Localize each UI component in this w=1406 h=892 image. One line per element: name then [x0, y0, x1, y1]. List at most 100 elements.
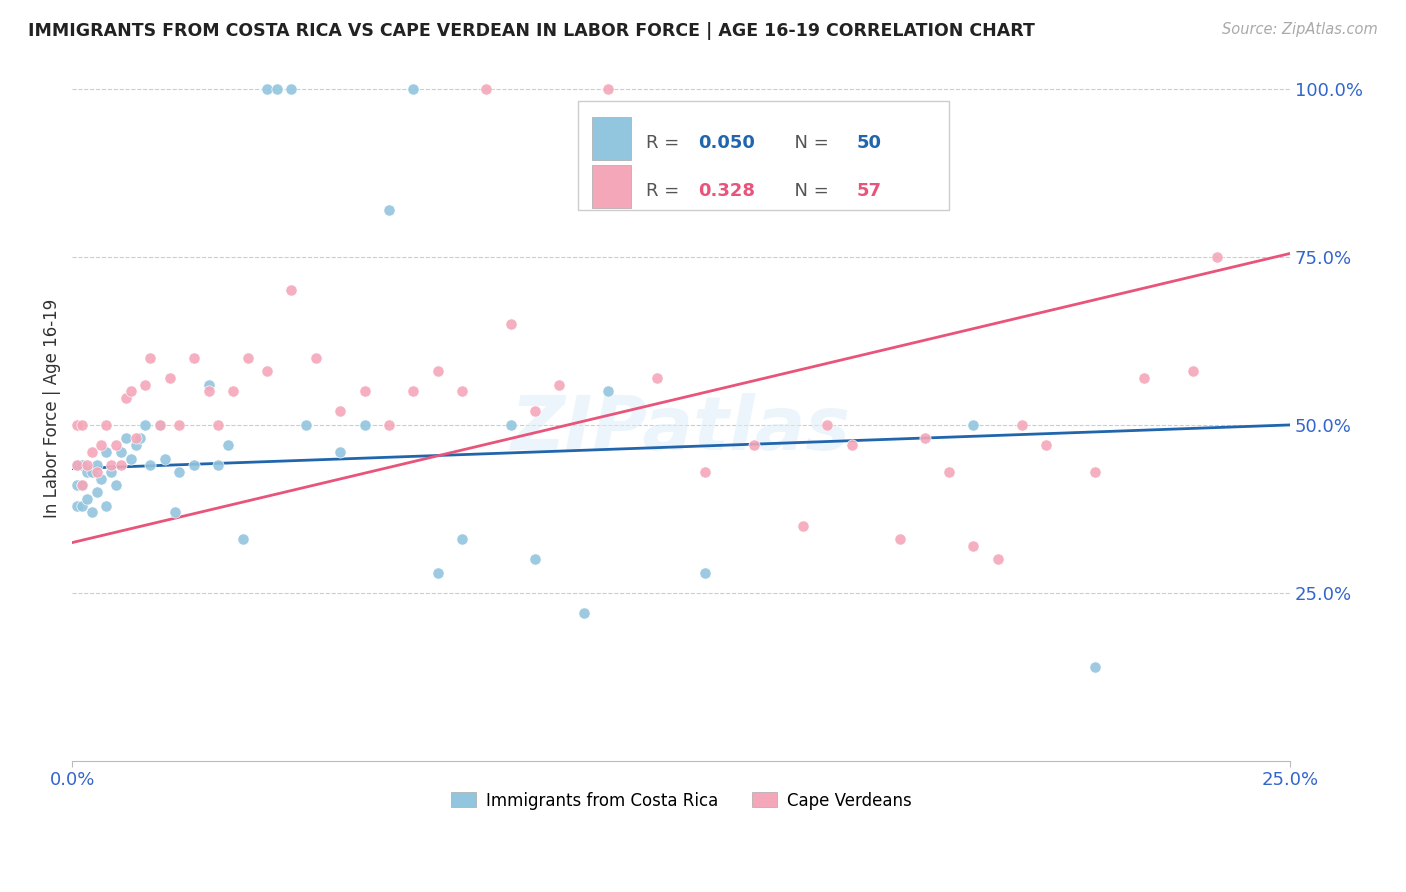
Point [426, 364, 449, 378]
Point [96, 445, 118, 459]
Point [105, 438, 128, 452]
Point [280, 284, 302, 298]
Point [232, 532, 254, 546]
Point [70, 478, 93, 492]
Point [183, 458, 205, 473]
Text: N =: N = [783, 134, 835, 152]
Point [80, 465, 103, 479]
Point [90, 438, 112, 452]
Point [120, 451, 142, 466]
Point [475, 82, 498, 96]
Point [329, 404, 352, 418]
Point [524, 552, 547, 566]
Point [938, 465, 960, 479]
Point [742, 438, 765, 452]
Point [76, 458, 98, 473]
Point [110, 458, 132, 473]
Point [70, 458, 93, 473]
Point [1084, 660, 1107, 674]
Point [207, 417, 229, 432]
Point [90, 472, 112, 486]
Point [86, 458, 108, 473]
Point [378, 202, 401, 217]
Point [70, 417, 93, 432]
Point [124, 438, 146, 452]
Point [1133, 371, 1156, 385]
Point [426, 566, 449, 580]
Text: ZIPatlas: ZIPatlas [512, 392, 851, 466]
Point [1035, 438, 1057, 452]
Point [169, 465, 191, 479]
Point [76, 465, 98, 479]
Point [114, 431, 136, 445]
Point [86, 485, 108, 500]
Point [1181, 364, 1204, 378]
Point [815, 417, 838, 432]
Point [96, 417, 118, 432]
Point [499, 317, 522, 331]
Point [256, 82, 278, 96]
Point [841, 438, 863, 452]
Point [524, 404, 547, 418]
Text: 0.050: 0.050 [699, 134, 755, 152]
Point [889, 532, 911, 546]
Point [353, 417, 375, 432]
Point [66, 499, 89, 513]
Point [1084, 465, 1107, 479]
Point [149, 417, 172, 432]
Point [153, 451, 176, 466]
Point [914, 431, 936, 445]
Point [572, 606, 595, 620]
Point [80, 505, 103, 519]
Point [962, 539, 984, 553]
Point [76, 491, 98, 506]
Text: R =: R = [645, 182, 685, 200]
Point [792, 518, 814, 533]
Text: Source: ZipAtlas.com: Source: ZipAtlas.com [1222, 22, 1378, 37]
Point [280, 82, 302, 96]
Point [402, 82, 425, 96]
Point [139, 458, 162, 473]
Point [163, 505, 186, 519]
Point [134, 377, 156, 392]
Point [66, 417, 89, 432]
Point [100, 465, 122, 479]
Point [548, 377, 571, 392]
Text: 0.328: 0.328 [699, 182, 755, 200]
Point [645, 371, 668, 385]
Point [96, 499, 118, 513]
Point [169, 417, 191, 432]
Point [110, 445, 132, 459]
Point [695, 465, 717, 479]
Point [139, 351, 162, 365]
Point [266, 82, 288, 96]
Legend: Immigrants from Costa Rica, Cape Verdeans: Immigrants from Costa Rica, Cape Verdean… [444, 785, 918, 816]
Point [236, 351, 259, 365]
Text: IMMIGRANTS FROM COSTA RICA VS CAPE VERDEAN IN LABOR FORCE | AGE 16-19 CORRELATIO: IMMIGRANTS FROM COSTA RICA VS CAPE VERDE… [28, 22, 1035, 40]
Text: R =: R = [645, 134, 685, 152]
Text: 57: 57 [856, 182, 882, 200]
Point [120, 384, 142, 399]
Point [1011, 417, 1033, 432]
Point [987, 552, 1010, 566]
Point [100, 458, 122, 473]
Point [596, 82, 619, 96]
Point [305, 351, 328, 365]
Point [134, 417, 156, 432]
Point [256, 364, 278, 378]
Text: 50: 50 [856, 134, 882, 152]
Point [402, 384, 425, 399]
Point [114, 391, 136, 405]
Point [183, 351, 205, 365]
Point [66, 458, 89, 473]
Point [207, 458, 229, 473]
Point [217, 438, 239, 452]
Point [149, 417, 172, 432]
Point [499, 417, 522, 432]
Point [197, 377, 219, 392]
Point [451, 532, 474, 546]
Point [353, 384, 375, 399]
Point [124, 431, 146, 445]
Point [80, 445, 103, 459]
Point [70, 478, 93, 492]
